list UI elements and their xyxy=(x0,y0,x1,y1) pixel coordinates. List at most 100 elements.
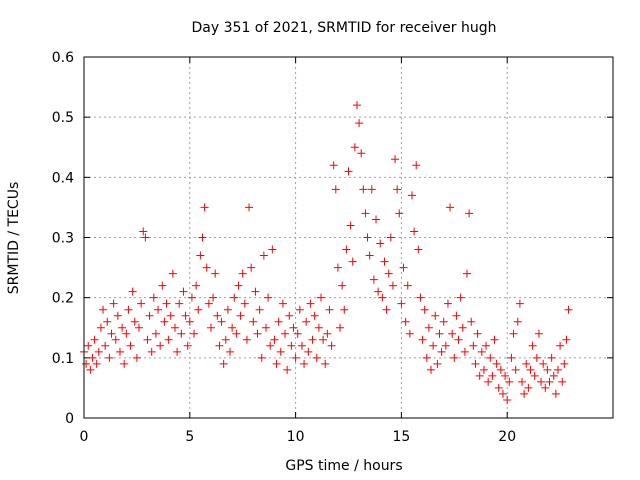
data-point xyxy=(490,335,499,344)
data-point xyxy=(306,299,315,308)
data-point xyxy=(386,233,395,242)
data-point xyxy=(465,209,474,218)
data-point xyxy=(321,359,330,368)
data-point xyxy=(209,293,218,302)
data-point xyxy=(537,377,546,386)
chart-title: Day 351 of 2021, SRMTID for receiver hug… xyxy=(192,20,497,36)
data-point xyxy=(518,377,527,386)
data-point xyxy=(327,341,336,350)
data-point xyxy=(137,299,146,308)
data-point xyxy=(541,383,550,392)
data-point xyxy=(526,365,535,374)
data-point xyxy=(329,161,338,170)
data-point xyxy=(200,203,209,212)
data-point xyxy=(450,353,459,362)
x-tick-label: 15 xyxy=(392,429,410,445)
data-point xyxy=(130,317,139,326)
data-point xyxy=(213,311,222,320)
data-point xyxy=(374,287,383,296)
data-point xyxy=(401,317,410,326)
data-point xyxy=(310,311,319,320)
data-point xyxy=(462,269,471,278)
data-point xyxy=(295,305,304,314)
data-point xyxy=(245,203,254,212)
data-point xyxy=(166,311,175,320)
data-point xyxy=(204,299,213,308)
grid-layer xyxy=(84,57,613,418)
data-point xyxy=(382,305,391,314)
data-point xyxy=(446,203,455,212)
data-point xyxy=(488,371,497,380)
data-point xyxy=(494,383,503,392)
data-point xyxy=(175,299,184,308)
data-point xyxy=(503,395,512,404)
data-point xyxy=(323,329,332,338)
data-point xyxy=(261,323,270,332)
data-point xyxy=(380,257,389,266)
data-point xyxy=(414,245,423,254)
data-point xyxy=(439,317,448,326)
data-point xyxy=(297,341,306,350)
data-point xyxy=(124,305,133,314)
data-point xyxy=(84,341,93,350)
data-point xyxy=(219,359,228,368)
data-point xyxy=(168,269,177,278)
data-point xyxy=(363,233,372,242)
data-point xyxy=(115,347,124,356)
data-point xyxy=(346,221,355,230)
data-point xyxy=(240,299,249,308)
data-point xyxy=(562,335,571,344)
data-point xyxy=(149,293,158,302)
data-point xyxy=(132,353,141,362)
tick-layer: 0 0.1 0.2 0.3 0.4 0.5 0.6 0 5 10 15 20 xyxy=(52,50,613,445)
data-point xyxy=(264,293,273,302)
data-point xyxy=(484,377,493,386)
data-point xyxy=(399,263,408,272)
data-point xyxy=(534,329,543,338)
data-point xyxy=(456,293,465,302)
y-tick-label: 0.5 xyxy=(52,110,74,126)
data-point xyxy=(433,359,442,368)
data-point xyxy=(268,245,277,254)
data-point xyxy=(543,365,552,374)
data-point xyxy=(424,323,433,332)
data-point xyxy=(194,305,203,314)
data-point xyxy=(460,347,469,356)
data-point xyxy=(135,323,144,332)
data-point xyxy=(539,359,548,368)
data-point xyxy=(249,317,258,326)
y-tick-label: 0.3 xyxy=(52,231,74,247)
data-point xyxy=(352,101,361,110)
data-point xyxy=(528,341,537,350)
data-point xyxy=(410,227,419,236)
data-point xyxy=(509,329,518,338)
data-point xyxy=(359,185,368,194)
data-point xyxy=(333,263,342,272)
data-point xyxy=(361,209,370,218)
data-point xyxy=(530,371,539,380)
x-tick-label: 20 xyxy=(498,429,516,445)
data-point xyxy=(376,239,385,248)
data-point xyxy=(507,353,516,362)
y-tick-label: 0.4 xyxy=(52,170,74,186)
data-point xyxy=(367,185,376,194)
data-point xyxy=(179,287,188,296)
data-point xyxy=(443,299,452,308)
data-point xyxy=(253,329,262,338)
data-point xyxy=(109,299,118,308)
data-point xyxy=(143,335,152,344)
data-points-layer xyxy=(80,101,573,404)
data-point xyxy=(162,299,171,308)
data-point xyxy=(300,359,309,368)
data-point xyxy=(107,329,116,338)
data-point xyxy=(452,311,461,320)
data-point xyxy=(223,305,232,314)
data-point xyxy=(520,389,529,398)
data-point xyxy=(113,311,122,320)
data-point xyxy=(553,365,562,374)
data-point xyxy=(556,341,565,350)
data-point xyxy=(88,353,97,362)
data-point xyxy=(120,359,129,368)
data-point xyxy=(238,269,247,278)
data-point xyxy=(477,347,486,356)
